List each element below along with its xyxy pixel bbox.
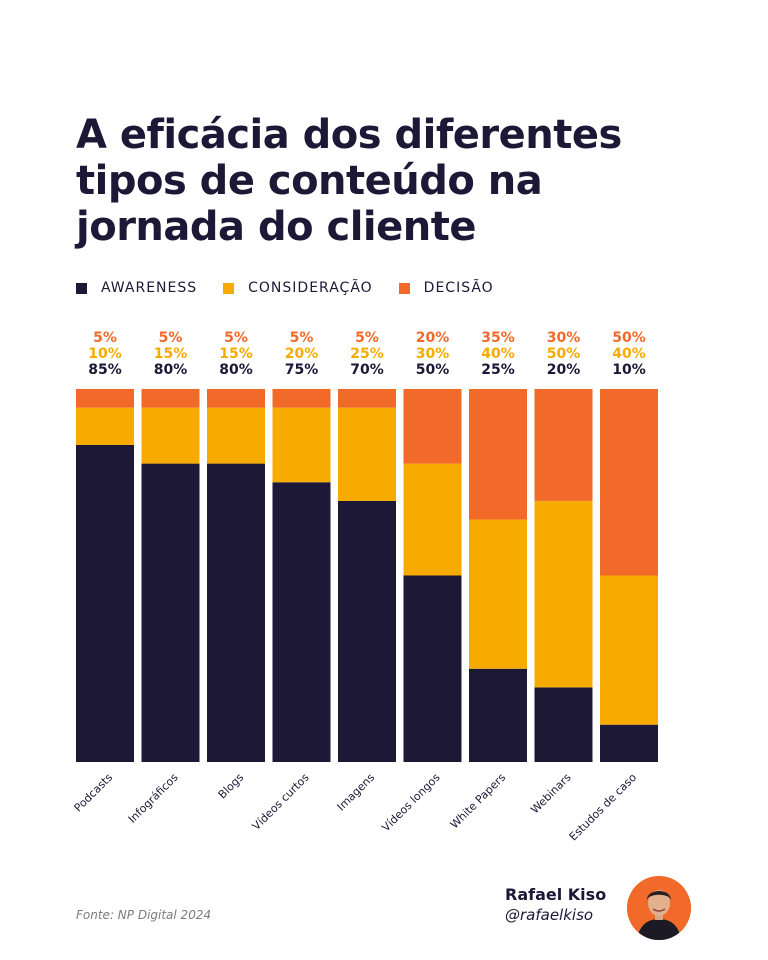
bar-segment-considerao-4: [338, 407, 396, 501]
bar-segment-considerao-0: [76, 407, 134, 445]
legend-label-awareness: AWARENESS: [101, 280, 198, 296]
value-label-deciso-4: 5%: [355, 330, 379, 346]
value-label-considerao-1: 15%: [154, 346, 188, 362]
value-label-considerao-8: 40%: [612, 346, 646, 362]
stacked-bar-chart: 5%10%85%Podcasts5%15%80%Infográficos5%15…: [72, 330, 658, 844]
value-label-deciso-0: 5%: [93, 330, 117, 346]
bar-segment-awareness-1: [141, 463, 200, 762]
value-label-deciso-7: 30%: [547, 330, 581, 346]
value-label-considerao-0: 10%: [88, 346, 122, 362]
bar-segment-deciso-8: [600, 389, 658, 576]
value-label-considerao-5: 30%: [416, 346, 450, 362]
bar-segment-considerao-3: [272, 407, 331, 483]
bar-segment-considerao-6: [469, 519, 527, 669]
bar-segment-considerao-8: [600, 575, 658, 725]
bar-segment-deciso-7: [534, 389, 593, 501]
legend-item-consideracao: CONSIDERAÇÃO: [223, 280, 373, 296]
category-label-4: Imagens: [335, 771, 378, 814]
legend-swatch-consideracao: [223, 282, 235, 294]
category-label-2: Blogs: [216, 771, 247, 802]
category-label-3: Vídeos curtos: [250, 771, 312, 833]
chart-legend: AWARENESS CONSIDERAÇÃO DECISÃO: [76, 278, 520, 298]
bar-segment-awareness-6: [469, 668, 527, 762]
author-avatar-icon: [627, 876, 691, 940]
legend-label-decisao: DECISÃO: [423, 280, 494, 296]
value-label-awareness-8: 10%: [612, 362, 646, 378]
bar-segment-awareness-7: [534, 687, 593, 762]
bar-segment-awareness-0: [76, 444, 134, 762]
value-label-considerao-3: 20%: [285, 346, 319, 362]
value-label-deciso-1: 5%: [159, 330, 183, 346]
value-label-awareness-5: 50%: [416, 362, 450, 378]
bar-segment-deciso-3: [272, 389, 331, 408]
value-label-awareness-2: 80%: [219, 362, 253, 378]
value-label-deciso-2: 5%: [224, 330, 248, 346]
value-label-deciso-6: 35%: [481, 330, 515, 346]
value-label-awareness-0: 85%: [88, 362, 122, 378]
legend-item-awareness: AWARENESS: [76, 280, 197, 296]
title-line-2: tipos de conteúdo na: [76, 158, 543, 204]
value-label-awareness-1: 80%: [154, 362, 188, 378]
chart-title: A eficácia dos diferentes tipos de conte…: [76, 112, 696, 250]
category-label-6: White Papers: [448, 771, 509, 832]
value-label-awareness-4: 70%: [350, 362, 384, 378]
source-note: Fonte: NP Digital 2024: [76, 908, 212, 922]
bar-segment-considerao-1: [141, 407, 200, 464]
value-label-deciso-8: 50%: [612, 330, 646, 346]
legend-swatch-decisao: [398, 282, 410, 294]
bar-segment-deciso-0: [76, 389, 134, 408]
value-label-deciso-5: 20%: [416, 330, 450, 346]
category-label-5: Vídeos longos: [379, 771, 442, 834]
bar-segment-considerao-5: [403, 463, 462, 576]
author-name: Rafael Kiso: [505, 885, 607, 904]
title-line-3: jornada do cliente: [76, 204, 476, 250]
category-label-7: Webinars: [528, 771, 573, 816]
value-label-considerao-4: 25%: [350, 346, 384, 362]
title-line-1: A eficácia dos diferentes: [76, 112, 622, 158]
bar-segment-awareness-8: [600, 724, 658, 762]
value-label-considerao-6: 40%: [481, 346, 515, 362]
avatar-portrait: [627, 876, 691, 940]
value-label-awareness-3: 75%: [285, 362, 319, 378]
bar-segment-deciso-4: [338, 389, 396, 408]
value-label-deciso-3: 5%: [290, 330, 314, 346]
value-label-awareness-7: 20%: [547, 362, 581, 378]
legend-swatch-awareness: [76, 282, 87, 294]
bar-segment-deciso-1: [141, 389, 200, 408]
bar-segment-awareness-4: [338, 500, 396, 762]
value-label-awareness-6: 25%: [481, 362, 515, 378]
author-handle: @rafaelkiso: [505, 906, 594, 924]
bar-segment-awareness-5: [403, 575, 462, 762]
bar-segment-awareness-2: [207, 463, 265, 762]
bar-segment-considerao-7: [534, 500, 593, 688]
bar-segment-considerao-2: [207, 407, 265, 464]
value-label-considerao-7: 50%: [547, 346, 581, 362]
bar-segment-awareness-3: [272, 482, 331, 762]
bar-segment-deciso-6: [469, 389, 527, 520]
category-label-0: Podcasts: [72, 771, 116, 815]
legend-item-decisao: DECISÃO: [398, 280, 494, 296]
category-label-8: Estudos de caso: [567, 771, 640, 844]
bar-segment-deciso-5: [403, 389, 462, 464]
legend-label-consideracao: CONSIDERAÇÃO: [248, 280, 373, 296]
category-label-1: Infográficos: [126, 771, 181, 826]
value-label-considerao-2: 15%: [219, 346, 253, 362]
bar-segment-deciso-2: [207, 389, 265, 408]
